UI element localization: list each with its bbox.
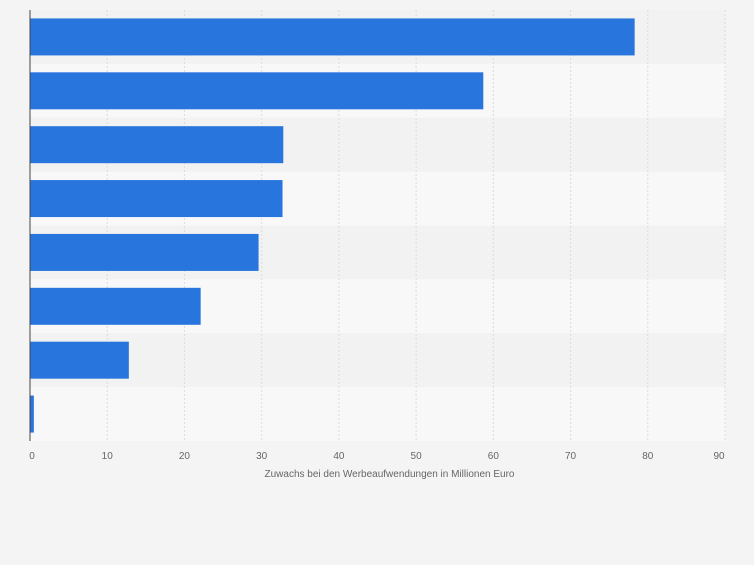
x-tick-label: 40	[333, 451, 345, 462]
x-tick-label: 30	[256, 451, 268, 462]
x-tick-label: 50	[411, 451, 423, 462]
bar	[30, 180, 283, 218]
x-tick-label: 90	[713, 451, 725, 462]
x-tick-label: 60	[488, 451, 500, 462]
x-axis-title: Zuwachs bei den Werbeaufwendungen in Mil…	[265, 469, 515, 480]
bar	[30, 126, 284, 164]
x-tick-label: 0	[29, 451, 35, 462]
x-tick-label: 10	[102, 451, 114, 462]
bar	[30, 72, 484, 110]
bar	[30, 341, 129, 379]
row-band	[30, 387, 725, 441]
bar	[30, 233, 259, 271]
row-band	[30, 333, 725, 388]
x-tick-label: 70	[565, 451, 577, 462]
bar	[30, 287, 201, 325]
bar	[30, 395, 34, 433]
bar	[30, 18, 635, 56]
x-tick-label: 80	[642, 451, 654, 462]
x-tick-label: 20	[179, 451, 191, 462]
